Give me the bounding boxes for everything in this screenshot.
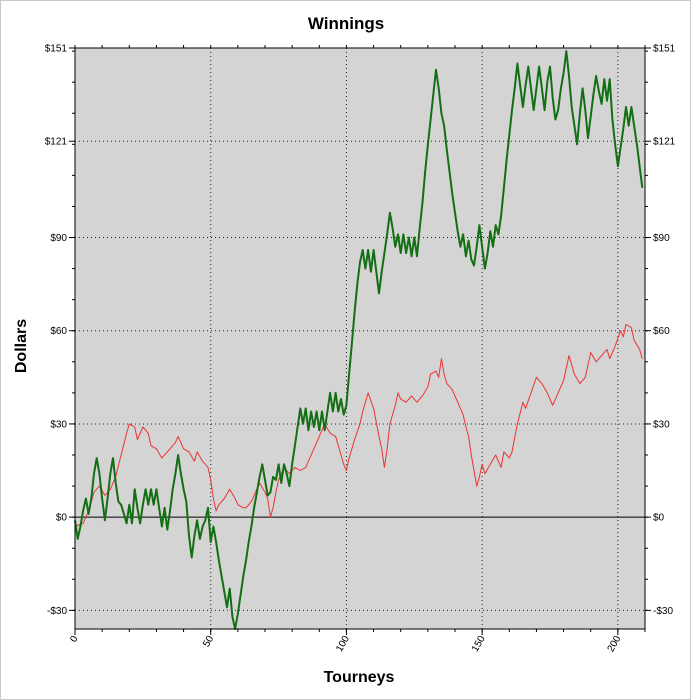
series-layer [74,50,644,630]
y-tick-label-right: -$30 [653,606,673,617]
x-tick-label: 150 [470,634,488,654]
y-tick-label-right: $30 [653,419,670,430]
y-tick-label: -$30 [47,606,67,617]
y-tick-label: $151 [45,44,68,55]
y-tick-label: $90 [50,233,67,244]
y-tick-label: $30 [50,419,67,430]
plot-area [75,48,645,629]
y-tick-label-right: $60 [653,326,670,337]
y-tick-label-right: $151 [653,44,676,55]
x-tick-label: 50 [201,634,216,650]
y-tick-label: $60 [50,326,67,337]
x-axis-title: Tourneys [324,669,395,686]
x-tick-label: 100 [334,634,352,654]
chart-title: Winnings [308,14,384,33]
axis-ticks: -$30 -$30 $0 $0 $30 $30 $60 $60 $90 $90 $121 $121 $1… [45,44,676,654]
x-tick-label: 200 [606,634,624,654]
y-axis-title: Dollars [13,319,30,373]
series-line-1 [74,324,643,527]
x-tick-label: 0 [68,634,81,645]
plot-frame [74,47,646,630]
y-tick-label: $121 [45,137,68,148]
series-line-2 [74,50,644,630]
y-tick-label-right: $90 [653,233,670,244]
y-tick-label-right: $0 [653,513,665,524]
y-tick-label-right: $121 [653,137,676,148]
y-tick-label: $0 [56,513,68,524]
